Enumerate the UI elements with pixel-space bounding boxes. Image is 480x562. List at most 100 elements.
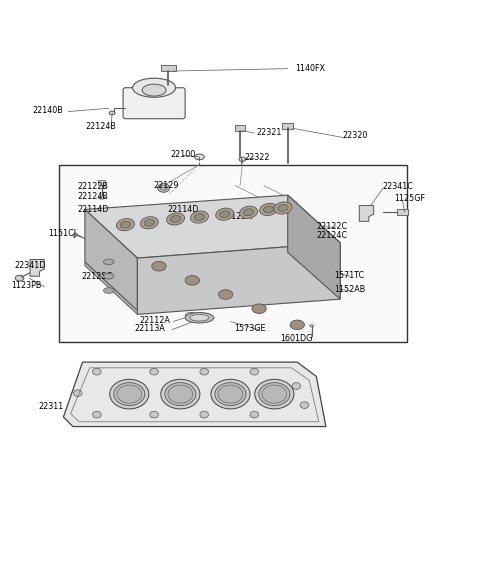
Ellipse shape — [194, 214, 204, 220]
FancyBboxPatch shape — [98, 180, 106, 185]
Ellipse shape — [318, 267, 322, 269]
Ellipse shape — [294, 234, 300, 237]
Ellipse shape — [161, 379, 200, 409]
Ellipse shape — [200, 368, 208, 375]
Ellipse shape — [259, 383, 290, 406]
Ellipse shape — [170, 216, 181, 223]
Polygon shape — [137, 243, 340, 314]
Ellipse shape — [104, 259, 114, 265]
Ellipse shape — [218, 385, 243, 403]
Ellipse shape — [292, 383, 300, 389]
Ellipse shape — [150, 368, 158, 375]
Text: 22129: 22129 — [153, 181, 179, 190]
Polygon shape — [85, 210, 137, 311]
Ellipse shape — [167, 213, 185, 225]
Ellipse shape — [93, 368, 101, 375]
Text: 22125A: 22125A — [222, 212, 253, 221]
Ellipse shape — [219, 211, 230, 217]
Ellipse shape — [191, 211, 208, 223]
Text: 22112A: 22112A — [140, 316, 171, 325]
Polygon shape — [360, 206, 373, 221]
Ellipse shape — [300, 402, 309, 409]
Ellipse shape — [185, 275, 199, 285]
Text: 22341D: 22341D — [15, 261, 46, 270]
Polygon shape — [30, 260, 44, 277]
Ellipse shape — [109, 111, 115, 115]
Ellipse shape — [99, 196, 105, 199]
Ellipse shape — [114, 383, 145, 406]
Text: 1123PB: 1123PB — [11, 281, 41, 290]
Text: 22125C: 22125C — [82, 272, 113, 281]
FancyBboxPatch shape — [282, 123, 293, 129]
Ellipse shape — [218, 290, 233, 300]
Ellipse shape — [117, 219, 134, 231]
Ellipse shape — [160, 185, 167, 191]
Ellipse shape — [260, 203, 277, 215]
Ellipse shape — [150, 411, 158, 418]
Ellipse shape — [250, 411, 259, 418]
Text: 22124C: 22124C — [316, 231, 348, 240]
Ellipse shape — [148, 207, 160, 214]
Text: 22311: 22311 — [38, 401, 64, 410]
Ellipse shape — [106, 207, 117, 214]
Ellipse shape — [211, 379, 250, 409]
FancyBboxPatch shape — [397, 209, 408, 215]
Text: 22321: 22321 — [257, 128, 282, 137]
FancyBboxPatch shape — [293, 219, 301, 223]
Ellipse shape — [274, 202, 292, 214]
Ellipse shape — [152, 261, 166, 271]
Text: 1573GE: 1573GE — [234, 324, 266, 333]
Ellipse shape — [240, 206, 258, 219]
FancyBboxPatch shape — [235, 125, 245, 131]
Ellipse shape — [140, 217, 158, 229]
Ellipse shape — [144, 219, 155, 226]
Text: 22140B: 22140B — [33, 106, 63, 115]
Ellipse shape — [278, 205, 288, 211]
Ellipse shape — [165, 383, 196, 406]
Text: 22124B: 22124B — [78, 192, 108, 201]
Text: 22124B: 22124B — [85, 122, 116, 131]
FancyBboxPatch shape — [161, 65, 176, 71]
Ellipse shape — [264, 206, 274, 213]
Ellipse shape — [110, 379, 149, 409]
Text: 22122B: 22122B — [78, 183, 109, 192]
Text: 22341C: 22341C — [382, 182, 413, 191]
Ellipse shape — [142, 84, 166, 96]
Text: 22122C: 22122C — [316, 221, 348, 230]
Ellipse shape — [73, 233, 78, 237]
Ellipse shape — [104, 288, 114, 293]
Ellipse shape — [239, 157, 246, 161]
FancyBboxPatch shape — [59, 165, 407, 342]
Ellipse shape — [252, 304, 266, 314]
Text: 22320: 22320 — [343, 131, 368, 140]
Ellipse shape — [255, 379, 294, 409]
Ellipse shape — [200, 411, 208, 418]
Ellipse shape — [216, 208, 234, 220]
Ellipse shape — [117, 385, 142, 403]
Text: 22113A: 22113A — [134, 324, 165, 333]
Ellipse shape — [195, 154, 204, 160]
Polygon shape — [63, 362, 326, 427]
Text: 22114D: 22114D — [78, 205, 109, 214]
Text: 1152AB: 1152AB — [335, 285, 366, 294]
Ellipse shape — [157, 184, 169, 192]
Ellipse shape — [250, 368, 259, 375]
Text: 1151CJ: 1151CJ — [48, 229, 76, 238]
Polygon shape — [85, 195, 340, 258]
Ellipse shape — [120, 221, 131, 228]
Ellipse shape — [190, 314, 209, 321]
Ellipse shape — [93, 411, 101, 418]
Ellipse shape — [15, 275, 24, 281]
Ellipse shape — [168, 385, 193, 403]
Ellipse shape — [185, 312, 214, 323]
Ellipse shape — [104, 273, 114, 279]
Ellipse shape — [262, 385, 287, 403]
Ellipse shape — [243, 209, 254, 216]
Polygon shape — [288, 195, 340, 299]
Text: 22114D: 22114D — [168, 205, 199, 214]
FancyBboxPatch shape — [123, 88, 185, 119]
Text: 22322: 22322 — [245, 153, 270, 162]
Ellipse shape — [310, 325, 313, 327]
Ellipse shape — [132, 78, 176, 97]
Text: 1140FX: 1140FX — [295, 64, 325, 73]
